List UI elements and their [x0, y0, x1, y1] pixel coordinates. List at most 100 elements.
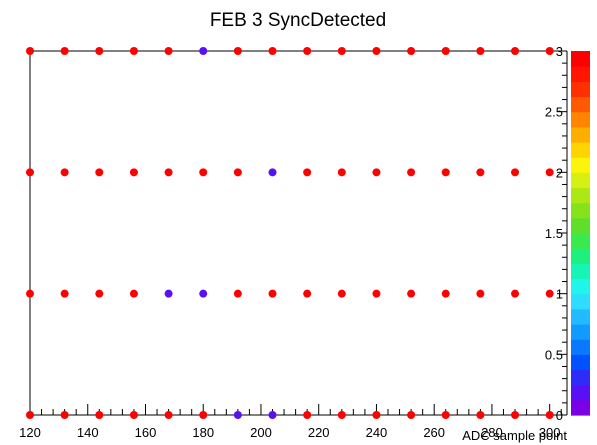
data-point [511, 168, 520, 177]
data-point [164, 411, 173, 419]
color-scale-band [571, 202, 590, 219]
data-point [233, 411, 242, 419]
data-point [95, 168, 104, 177]
data-point [95, 289, 104, 298]
data-point [476, 411, 485, 419]
color-scale-band [571, 339, 590, 355]
color-scale-tick-label: 1.5 [545, 226, 563, 241]
data-point [407, 289, 416, 298]
x-tick-label: 240 [366, 425, 388, 440]
x-tick-label: 300 [539, 425, 561, 440]
data-point [60, 168, 69, 177]
data-point [268, 411, 277, 419]
color-scale-tick-label: 3 [556, 44, 563, 59]
data-point [407, 411, 416, 419]
data-point [545, 168, 554, 177]
color-scale-band [571, 399, 590, 416]
color-scale-band [571, 142, 590, 158]
data-point [233, 168, 242, 177]
data-point [441, 411, 450, 419]
data-point [233, 289, 242, 298]
data-point [129, 411, 138, 419]
data-point [303, 411, 312, 419]
data-point [476, 289, 485, 298]
color-scale-band [571, 126, 590, 143]
data-point [337, 168, 346, 177]
data-point [372, 411, 381, 419]
data-point [164, 47, 173, 55]
data-point [303, 47, 312, 55]
color-scale-band [571, 263, 590, 280]
data-point [337, 47, 346, 55]
x-tick-label: 220 [308, 425, 330, 440]
data-point [199, 47, 208, 55]
data-point [372, 47, 381, 55]
data-point [60, 289, 69, 298]
data-points [26, 47, 554, 419]
x-tick-label: 260 [423, 425, 445, 440]
data-point [337, 411, 346, 419]
data-point [268, 47, 277, 55]
data-point [303, 168, 312, 177]
data-point [337, 289, 346, 298]
color-scale-tick-label: 0.5 [545, 347, 563, 362]
data-point [60, 47, 69, 55]
data-point [268, 168, 277, 177]
data-point [441, 168, 450, 177]
data-point [407, 168, 416, 177]
color-scale-band [571, 233, 590, 249]
color-scale-band [571, 51, 590, 67]
data-point [476, 47, 485, 55]
color-scale-tick-label: 2 [556, 165, 563, 180]
data-point [95, 411, 104, 419]
color-scale-band [571, 354, 590, 371]
data-point [60, 411, 69, 419]
color-scale-bar [571, 51, 590, 416]
data-point [26, 47, 34, 55]
x-tick-label: 200 [250, 425, 272, 440]
data-point [372, 289, 381, 298]
color-scale-band [571, 111, 590, 128]
data-point [545, 411, 554, 419]
data-point [511, 289, 520, 298]
data-point [164, 168, 173, 177]
color-scale-band [571, 308, 590, 325]
color-scale-band [571, 187, 590, 204]
data-point [545, 289, 554, 298]
color-scale-band [571, 172, 590, 189]
data-point [26, 411, 34, 419]
color-scale-band [571, 66, 590, 82]
color-scale-band [571, 96, 590, 113]
data-point [199, 168, 208, 177]
color-scale-band [571, 278, 590, 295]
color-scale-band [571, 217, 590, 234]
x-tick-label: 140 [77, 425, 99, 440]
color-scale-axis: 0 0.5 1 1.5 2 2.5 3 [545, 44, 567, 423]
color-scale-band [571, 157, 590, 173]
data-point [129, 168, 138, 177]
data-point [164, 289, 173, 298]
data-point [95, 47, 104, 55]
color-scale-tick-label: 1 [556, 287, 563, 302]
x-axis-label: ADC sample point [462, 428, 567, 443]
data-point [441, 47, 450, 55]
data-point [441, 289, 450, 298]
data-point [129, 47, 138, 55]
data-point [511, 411, 520, 419]
color-scale-band [571, 293, 590, 310]
plot-frame [29, 50, 568, 416]
color-scale-band [571, 81, 590, 98]
color-scale-band [571, 384, 590, 401]
data-point [545, 47, 554, 55]
x-tick-label: 180 [192, 425, 214, 440]
data-point [199, 411, 208, 419]
x-axis: 120 140 160 180 200 220 240 260 280 300 [19, 404, 562, 440]
x-tick-label: 120 [19, 425, 41, 440]
color-scale-tick-label: 2.5 [545, 105, 563, 120]
data-point [303, 289, 312, 298]
x-tick-label: 280 [481, 425, 503, 440]
color-scale-band [571, 248, 590, 264]
data-point [372, 168, 381, 177]
color-scale-tick-label: 0 [556, 408, 563, 423]
